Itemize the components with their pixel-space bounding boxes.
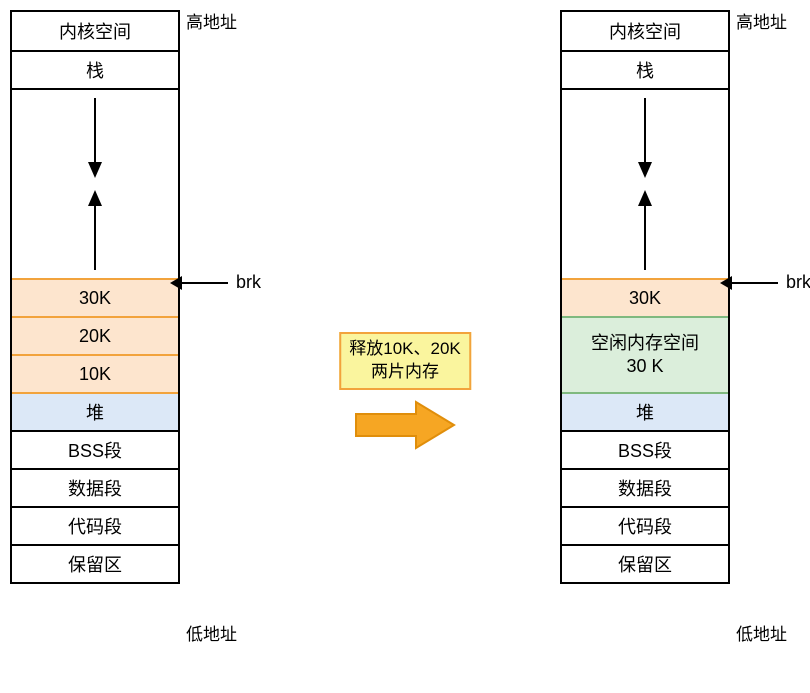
- heap-grow-arrow-icon: [85, 190, 105, 270]
- seg-free: 空闲内存空间 30 K: [562, 316, 728, 392]
- seg-reserved: 保留区: [562, 544, 728, 582]
- seg-label: 堆: [86, 399, 104, 425]
- seg-label: 堆: [636, 399, 654, 425]
- left-column-wrap: 内核空间 栈 30K 20K 10K 堆 BSS段 数据段 代码段 保留区: [10, 10, 250, 584]
- brk-arrow-icon: [182, 282, 228, 284]
- transition-arrow-icon: [350, 400, 460, 450]
- brk-label: brk: [236, 272, 261, 293]
- right-column-wrap: 内核空间 栈 30K 空闲内存空间 30 K 堆 BSS段 数据段 代码段: [560, 10, 800, 584]
- seg-label: 10K: [79, 364, 111, 385]
- seg-label-line1: 空闲内存空间: [591, 332, 699, 355]
- seg-data: 数据段: [562, 468, 728, 506]
- note-line1: 释放10K、20K: [349, 338, 461, 361]
- seg-data: 数据段: [12, 468, 178, 506]
- seg-label: 数据段: [618, 475, 672, 501]
- seg-label: 数据段: [68, 475, 122, 501]
- note-line2: 两片内存: [349, 361, 461, 384]
- seg-bss: BSS段: [562, 430, 728, 468]
- brk-pointer: brk: [732, 272, 810, 293]
- seg-stack: 栈: [12, 50, 178, 88]
- seg-label: 内核空间: [59, 18, 131, 44]
- center-annotation-area: 释放10K、20K 两片内存: [305, 10, 505, 670]
- stack-grow-arrow-icon: [635, 98, 655, 178]
- brk-pointer: brk: [182, 272, 261, 293]
- heap-grow-arrow-icon: [635, 190, 655, 270]
- seg-reserved: 保留区: [12, 544, 178, 582]
- seg-label: 保留区: [68, 551, 122, 577]
- seg-label: 代码段: [68, 513, 122, 539]
- seg-label: 代码段: [618, 513, 672, 539]
- seg-label: 20K: [79, 326, 111, 347]
- seg-10k: 10K: [12, 354, 178, 392]
- seg-label: 内核空间: [609, 18, 681, 44]
- seg-heap: 堆: [12, 392, 178, 430]
- seg-kernel: 内核空间: [562, 12, 728, 50]
- seg-30k: 30K: [12, 278, 178, 316]
- right-memory-column: 内核空间 栈 30K 空闲内存空间 30 K 堆 BSS段 数据段 代码段: [560, 10, 730, 584]
- seg-label-line2: 30 K: [626, 355, 663, 378]
- seg-label: 30K: [629, 288, 661, 309]
- seg-label: BSS段: [618, 437, 672, 463]
- seg-gap: [562, 88, 728, 278]
- seg-30k: 30K: [562, 278, 728, 316]
- seg-kernel: 内核空间: [12, 12, 178, 50]
- seg-label: 30K: [79, 288, 111, 309]
- seg-text: 代码段: [562, 506, 728, 544]
- brk-arrow-icon: [732, 282, 778, 284]
- seg-label: 保留区: [618, 551, 672, 577]
- brk-label: brk: [786, 272, 810, 293]
- seg-20k: 20K: [12, 316, 178, 354]
- release-note: 释放10K、20K 两片内存: [339, 332, 471, 390]
- seg-label: 栈: [636, 57, 654, 83]
- seg-label: 栈: [86, 57, 104, 83]
- high-addr-label: 高地址: [736, 8, 787, 33]
- seg-gap: [12, 88, 178, 278]
- seg-heap: 堆: [562, 392, 728, 430]
- seg-stack: 栈: [562, 50, 728, 88]
- left-memory-column: 内核空间 栈 30K 20K 10K 堆 BSS段 数据段 代码段 保留区: [10, 10, 180, 584]
- seg-label: BSS段: [68, 437, 122, 463]
- high-addr-label: 高地址: [186, 8, 237, 33]
- stack-grow-arrow-icon: [85, 98, 105, 178]
- seg-bss: BSS段: [12, 430, 178, 468]
- seg-text: 代码段: [12, 506, 178, 544]
- diagram-root: 内核空间 栈 30K 20K 10K 堆 BSS段 数据段 代码段 保留区: [10, 10, 800, 670]
